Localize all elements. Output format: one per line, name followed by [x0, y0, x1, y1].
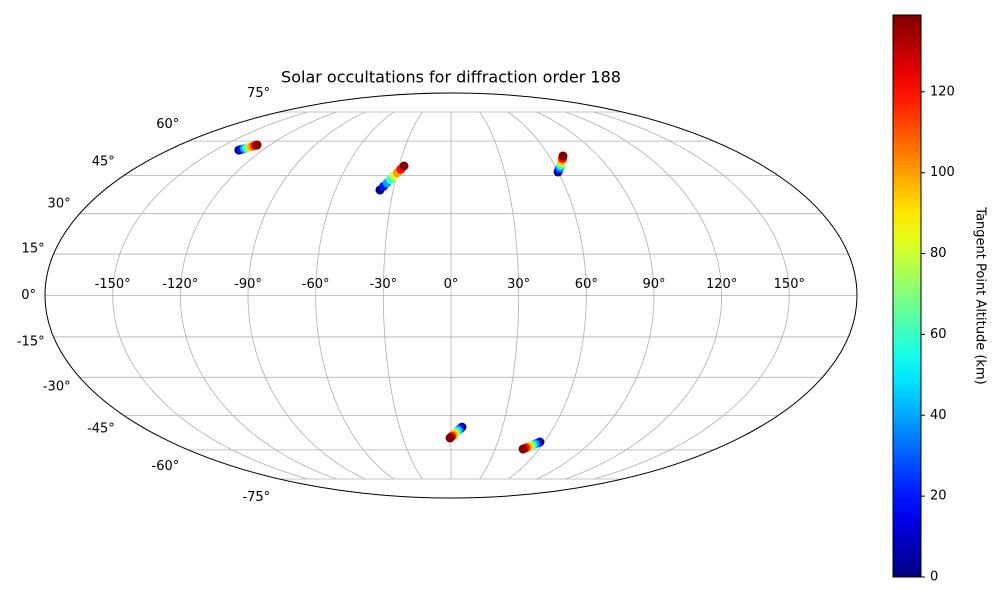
lat-tick-label: 75° — [247, 86, 270, 101]
occultation-point — [445, 433, 455, 443]
lon-tick-label: -120° — [162, 277, 198, 292]
colorbar-tick-label: 40 — [930, 408, 947, 423]
colorbar-tick-label: 100 — [930, 165, 955, 180]
lon-grid-line — [179, 111, 337, 480]
occultation-point — [252, 140, 262, 150]
lon-tick-label: 30° — [507, 277, 530, 292]
occultation-point — [399, 161, 409, 171]
lat-tick-label: -60° — [152, 459, 180, 474]
lon-tick-label: -90° — [234, 277, 262, 292]
lat-tick-label: 15° — [22, 242, 45, 257]
lon-grid-line — [594, 111, 790, 480]
colorbar-label: Tangent Point Altitude (km) — [973, 206, 988, 384]
lat-tick-label: -30° — [43, 379, 71, 394]
lon-tick-label: -150° — [95, 277, 131, 292]
lon-grid-line — [508, 111, 587, 480]
lon-grid-line — [112, 111, 308, 480]
map-outline — [44, 92, 858, 499]
chart-title: Solar occultations for diffraction order… — [281, 68, 621, 87]
occultation-point — [518, 444, 528, 454]
colorbar-tick-label: 0 — [930, 570, 938, 585]
colorbar-tick-label: 120 — [930, 84, 955, 99]
lon-tick-label: -60° — [302, 277, 330, 292]
lon-tick-label: 150° — [774, 277, 805, 292]
lon-tick-label: -30° — [369, 277, 397, 292]
lon-grid-line — [382, 111, 423, 480]
lon-tick-label: 90° — [642, 277, 665, 292]
lon-tick-label: 0° — [444, 277, 459, 292]
lon-grid-line — [479, 111, 520, 480]
colorbar — [892, 14, 922, 578]
lat-tick-label: 45° — [92, 155, 115, 170]
lon-grid-line — [315, 111, 394, 480]
lon-grid-line — [536, 111, 655, 480]
lat-tick-label: 30° — [48, 197, 71, 212]
colorbar-tick-label: 80 — [930, 246, 947, 261]
lat-tick-label: -15° — [17, 334, 45, 349]
colorbar-tick-label: 60 — [930, 327, 947, 342]
lon-tick-label: 60° — [575, 277, 598, 292]
lat-tick-label: 0° — [21, 288, 36, 303]
lon-grid-line — [247, 111, 366, 480]
lat-tick-label: -45° — [87, 421, 115, 436]
lon-grid-line — [565, 111, 723, 480]
lat-tick-label: 60° — [156, 117, 179, 132]
colorbar-tick-label: 20 — [930, 489, 947, 504]
lon-tick-label: 120° — [706, 277, 737, 292]
occultation-point — [558, 151, 568, 161]
lat-tick-label: -75° — [242, 490, 270, 505]
